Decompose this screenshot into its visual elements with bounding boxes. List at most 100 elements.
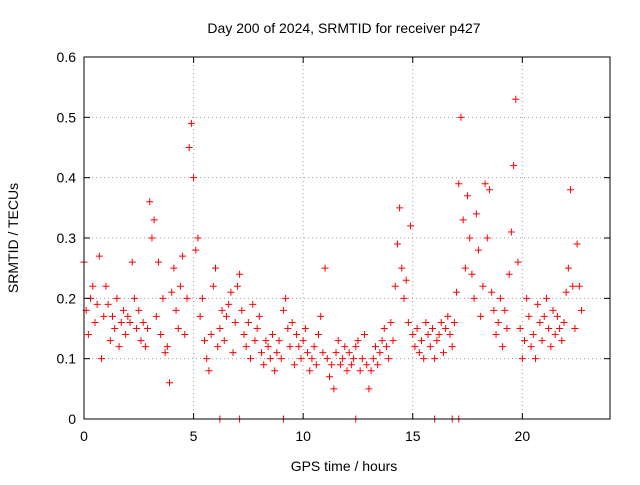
x-axis-label: GPS time / hours: [291, 458, 398, 474]
y-tick-label: 0.2: [57, 290, 77, 306]
data-point: [501, 306, 509, 314]
data-point: [244, 318, 252, 326]
data-point: [569, 282, 577, 290]
data-point: [312, 361, 320, 369]
data-point: [207, 331, 215, 339]
data-point: [100, 312, 108, 320]
x-tick-label: 15: [405, 428, 421, 444]
data-point: [485, 186, 493, 194]
data-point: [106, 337, 114, 345]
data-point: [369, 355, 377, 363]
data-point: [227, 288, 235, 296]
data-point: [418, 337, 426, 345]
data-point: [516, 325, 524, 332]
y-tick-label: 0.4: [57, 170, 77, 186]
data-point: [499, 343, 507, 351]
data-point: [168, 288, 176, 296]
data-point: [545, 325, 553, 332]
data-point: [339, 355, 347, 363]
data-point: [503, 325, 511, 332]
data-point: [319, 349, 327, 357]
data-point: [264, 343, 272, 351]
data-point: [155, 258, 163, 266]
data-point: [308, 355, 316, 363]
data-point: [220, 337, 228, 345]
data-point: [148, 234, 156, 242]
data-point: [192, 246, 200, 254]
data-point: [165, 379, 173, 387]
data-point: [102, 282, 110, 290]
data-point: [216, 325, 224, 332]
data-point: [415, 349, 423, 357]
data-point: [124, 312, 132, 320]
data-point: [492, 331, 500, 339]
data-point: [529, 331, 537, 339]
ticks-layer: 0 0.1 0.2 0.3 0.4 0.5 0.6 0 5 10 15 20: [57, 49, 610, 444]
data-point: [536, 318, 544, 326]
data-point: [113, 294, 121, 302]
data-point: [328, 361, 336, 369]
data-point: [512, 95, 520, 103]
data-point: [345, 349, 353, 357]
x-tick-label: 5: [190, 428, 198, 444]
data-point: [479, 282, 487, 290]
data-point: [363, 361, 371, 369]
data-point: [159, 294, 167, 302]
x-tick-label: 0: [80, 428, 88, 444]
data-point: [253, 325, 261, 332]
data-point: [393, 240, 401, 248]
data-point: [527, 343, 535, 351]
data-point: [531, 355, 539, 363]
data-point: [505, 270, 513, 278]
data-point: [150, 216, 158, 224]
data-point: [301, 325, 309, 332]
data-point: [268, 331, 276, 339]
data-point: [540, 312, 548, 320]
data-point: [229, 349, 237, 357]
data-point: [525, 312, 533, 320]
data-point: [330, 385, 338, 393]
data-point: [404, 318, 412, 326]
data-point: [198, 294, 206, 302]
data-point: [472, 210, 480, 218]
data-point: [387, 318, 395, 326]
data-point: [144, 325, 152, 332]
data-point: [293, 331, 301, 339]
data-point: [185, 144, 193, 151]
y-tick-label: 0.1: [57, 351, 77, 367]
data-point: [428, 325, 436, 332]
data-point: [128, 258, 136, 266]
data-point: [496, 294, 504, 302]
data-point: [365, 385, 373, 393]
data-point: [321, 264, 329, 272]
data-point: [567, 186, 575, 194]
data-point: [299, 337, 307, 345]
data-point: [240, 331, 248, 339]
data-point: [111, 325, 119, 332]
data-point: [157, 331, 165, 339]
data-point: [258, 349, 266, 357]
data-point: [275, 337, 283, 345]
data-point: [222, 312, 230, 320]
data-point: [297, 355, 305, 363]
y-axis-label: SRMTID / TECUs: [5, 183, 21, 293]
data-point: [126, 318, 134, 326]
data-point: [288, 318, 296, 326]
data-point: [494, 318, 502, 326]
y-tick-label: 0.3: [57, 230, 77, 246]
data-point: [488, 288, 496, 296]
data-point: [251, 337, 259, 345]
data-point: [523, 294, 531, 302]
data-point: [218, 306, 226, 314]
data-point: [133, 325, 141, 332]
data-point: [433, 337, 441, 345]
data-point: [560, 318, 568, 326]
data-point: [170, 264, 178, 272]
data-point: [564, 264, 572, 272]
data-point: [420, 355, 428, 363]
grid-layer: [84, 57, 610, 419]
data-point: [507, 228, 515, 236]
data-point: [137, 337, 145, 345]
